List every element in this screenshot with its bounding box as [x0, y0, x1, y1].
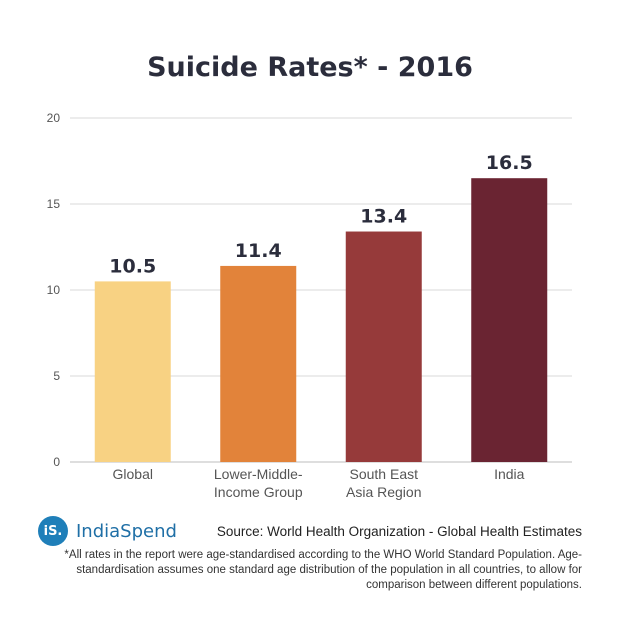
y-tick-label: 20 — [47, 111, 61, 125]
logo-name: IndiaSpend — [76, 520, 177, 542]
data-label: 13.4 — [360, 206, 407, 228]
y-tick-label: 10 — [47, 283, 61, 297]
x-tick-label: South East — [350, 466, 419, 482]
bar — [220, 265, 297, 462]
bar — [94, 281, 171, 462]
y-tick-label: 5 — [53, 369, 60, 383]
data-label: 10.5 — [109, 255, 156, 277]
data-label: 11.4 — [235, 240, 282, 262]
footnote: *All rates in the report were age-standa… — [64, 549, 582, 591]
y-tick-label: 0 — [53, 455, 60, 469]
y-tick-label: 15 — [47, 197, 61, 211]
source-note: Source: World Health Organization - Glob… — [216, 524, 582, 539]
indiaspend-logo: iS. IndiaSpend — [38, 516, 177, 546]
logo-badge-icon: iS. — [38, 516, 68, 546]
x-tick-label: Asia Region — [346, 484, 422, 500]
x-tick-label: Income Group — [214, 484, 303, 500]
x-tick-label: India — [494, 466, 525, 482]
data-label: 16.5 — [486, 152, 533, 174]
x-tick-label: Global — [113, 466, 153, 482]
x-tick-label: Lower-Middle- — [214, 466, 303, 482]
bar — [471, 178, 548, 462]
chart-title: Suicide Rates* - 2016 — [147, 52, 473, 83]
bar — [345, 231, 422, 462]
